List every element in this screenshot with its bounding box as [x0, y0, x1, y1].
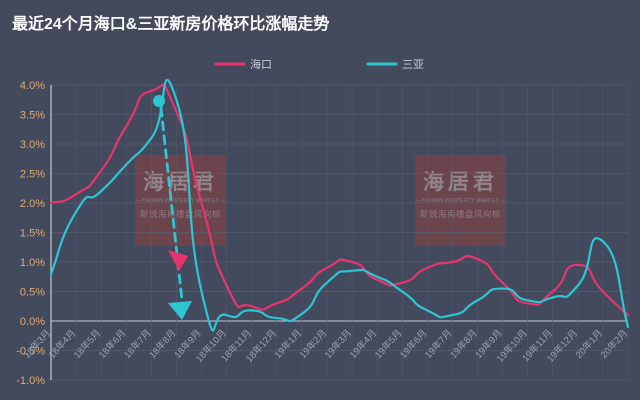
svg-text:2.5%: 2.5% — [20, 169, 45, 181]
svg-text:2.0%: 2.0% — [20, 198, 45, 210]
svg-text:1.0%: 1.0% — [20, 257, 45, 269]
svg-text:三亚: 三亚 — [402, 59, 424, 71]
svg-text:1.5%: 1.5% — [20, 228, 45, 240]
svg-text:-1.0%: -1.0% — [16, 375, 45, 387]
svg-text:3.0%: 3.0% — [20, 139, 45, 151]
svg-text:0.0%: 0.0% — [20, 316, 45, 328]
svg-text:海口: 海口 — [250, 57, 272, 71]
svg-text:0.5%: 0.5% — [20, 287, 45, 299]
svg-text:4.0%: 4.0% — [20, 80, 45, 92]
svg-text:3.5%: 3.5% — [20, 110, 45, 122]
